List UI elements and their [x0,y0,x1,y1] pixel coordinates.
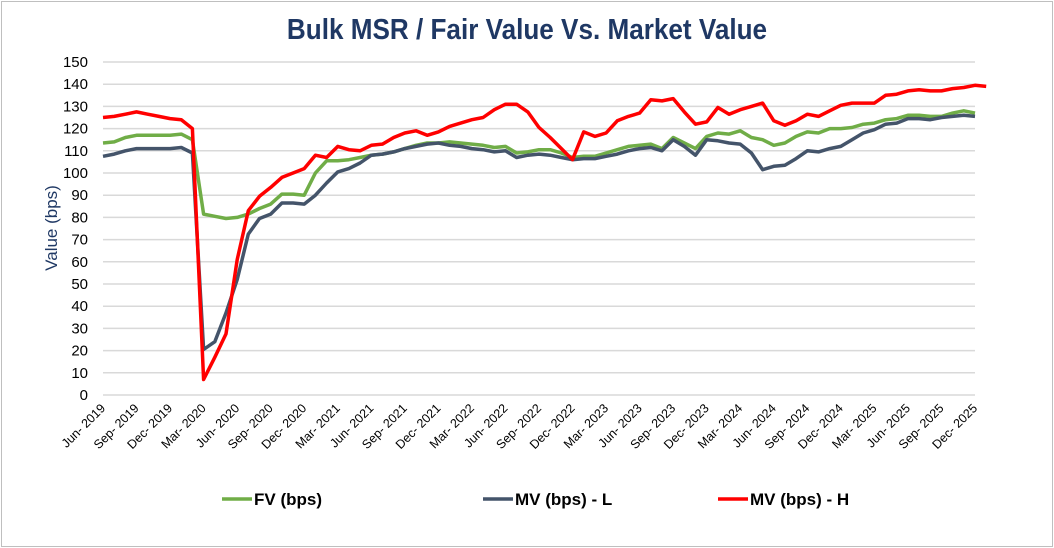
chart-title: Bulk MSR / Fair Value Vs. Market Value [286,14,768,46]
y-tick-label: 30 [71,320,88,337]
y-tick-label: 150 [63,54,88,71]
y-tick-label: 10 [71,365,88,382]
y-tick-label: 120 [63,121,88,138]
y-tick-label: 70 [71,232,88,249]
y-tick-label: 90 [71,187,88,204]
series-line-mv-bps-h [102,83,987,382]
legend-label: MV (bps) - H [750,490,849,509]
y-tick-label: 130 [63,98,88,115]
legend-label: FV (bps) [254,490,322,509]
y-tick-label: 80 [71,209,88,226]
series-line-mv-bps-l [102,113,976,352]
y-tick-label: 40 [71,298,88,315]
y-tick-label: 0 [80,387,88,404]
y-tick-label: 110 [64,143,88,160]
y-tick-label: 100 [63,165,88,182]
y-tick-label: 140 [63,76,88,93]
y-tick-label: 20 [71,343,88,360]
legend-label: MV (bps) - L [515,490,612,509]
y-tick-label: 50 [71,276,88,293]
y-axis-label: Value (bps) [42,185,61,271]
y-tick-label: 60 [71,254,88,271]
